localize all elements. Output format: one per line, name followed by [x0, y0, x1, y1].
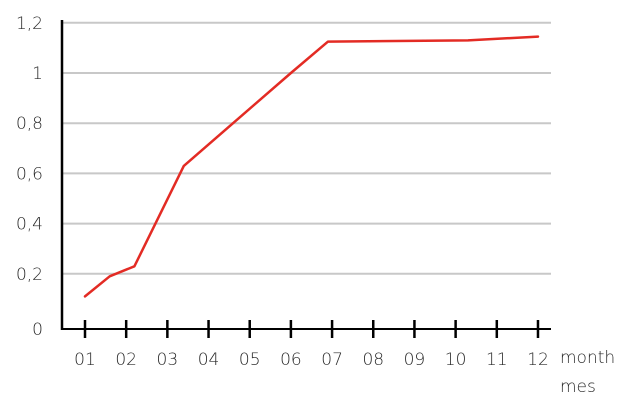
x-tick-label: 10	[445, 350, 467, 370]
x-tick-label: 12	[527, 350, 549, 370]
y-tick-label: 0,6	[16, 164, 43, 184]
x-tick-label: 01	[74, 350, 96, 370]
y-tick-label: 0,2	[16, 265, 43, 285]
gridlines	[62, 21, 551, 275]
x-tick-label: 11	[486, 350, 508, 370]
x-tick-label: 09	[404, 350, 426, 370]
x-tick-label: 06	[280, 350, 302, 370]
y-tick-label: 0,4	[16, 215, 43, 235]
y-tick-label: 1	[32, 64, 43, 84]
y-tick-label: 1,2	[16, 14, 43, 34]
x-tick-label: 03	[157, 350, 179, 370]
series-line	[83, 35, 540, 298]
y-tick-labels: 0 0,2 0,4 0,6 0,8 1 1,2	[16, 14, 43, 340]
x-tick-label: 05	[239, 350, 261, 370]
x-axis-label-month: month	[560, 348, 615, 368]
x-tick-labels: 01 02 03 04 05 06 07 08 09 10 11 12	[74, 350, 549, 370]
x-ticks	[83, 320, 540, 338]
x-tick-label: 04	[198, 350, 220, 370]
x-tick-label: 08	[362, 350, 384, 370]
y-tick-label: 0	[32, 320, 43, 340]
y-tick-label: 0,8	[16, 114, 43, 134]
x-tick-label: 07	[321, 350, 343, 370]
x-tick-label: 02	[115, 350, 137, 370]
x-axis-label-mes: mes	[560, 377, 596, 396]
